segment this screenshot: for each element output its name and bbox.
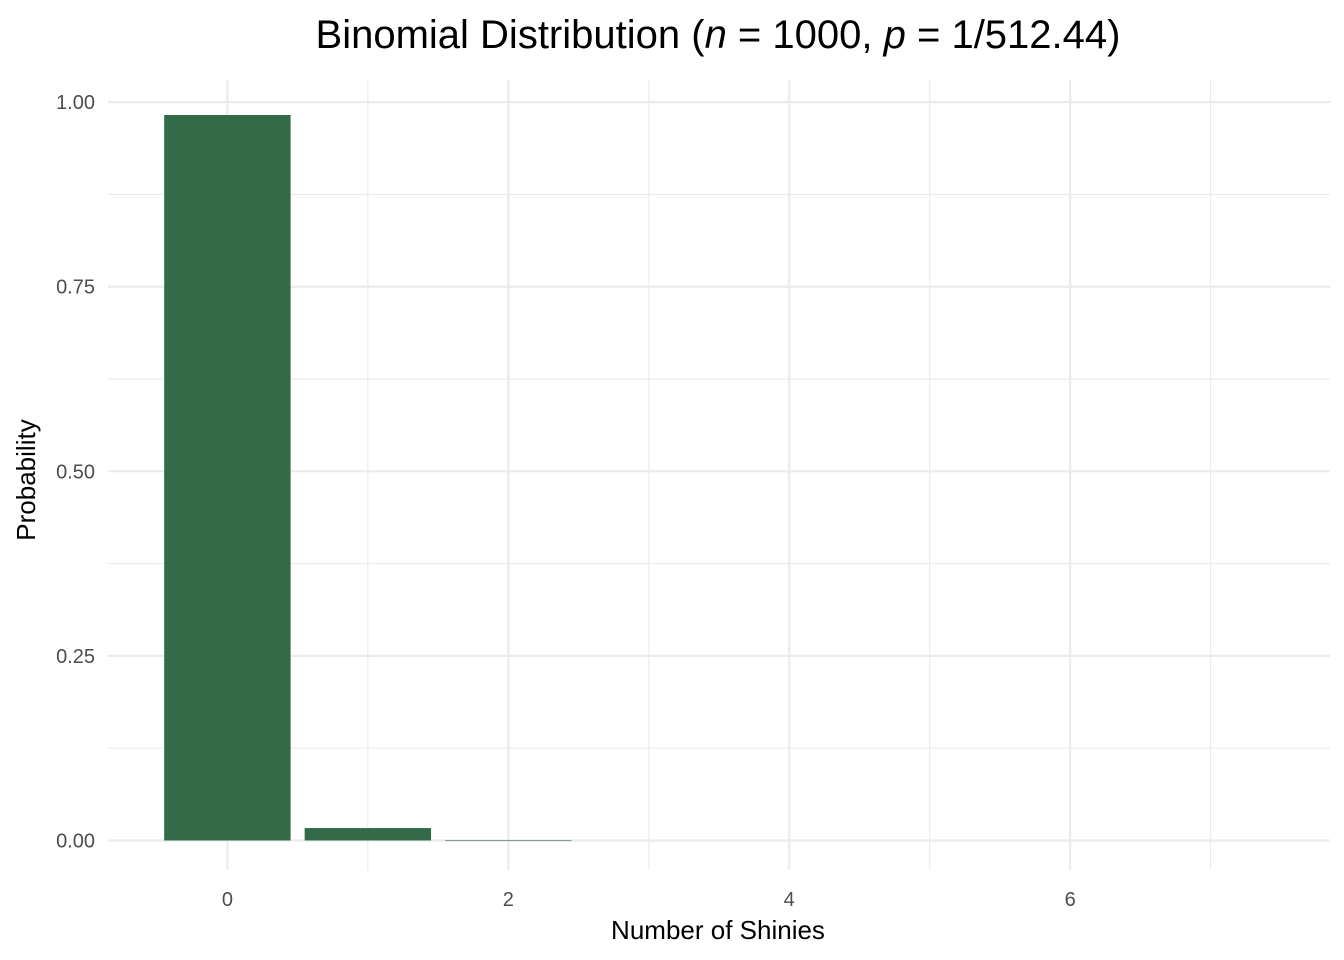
x-tick-label: 2 <box>503 889 514 911</box>
bar-2 <box>445 840 572 841</box>
bars <box>164 114 572 841</box>
x-tick-label: 0 <box>222 889 233 911</box>
bar-0 <box>164 114 291 841</box>
y-tick-label: 0.00 <box>56 830 95 852</box>
y-tick-label: 0.50 <box>56 461 95 483</box>
x-tick-label: 4 <box>784 889 795 911</box>
chart-title: Binomial Distribution (n = 1000, p = 1/5… <box>316 13 1121 57</box>
grid-lines <box>108 80 1330 870</box>
y-tick-label: 0.25 <box>56 646 95 668</box>
x-axis-tick-labels: 0 2 4 6 <box>222 889 1076 911</box>
y-tick-label: 1.00 <box>56 92 95 114</box>
x-tick-label: 6 <box>1065 889 1076 911</box>
y-axis-tick-labels: 0.00 0.25 0.50 0.75 1.00 <box>56 92 95 852</box>
bar-1 <box>304 828 432 841</box>
x-axis-title: Number of Shinies <box>611 915 825 945</box>
y-tick-label: 0.75 <box>56 277 95 299</box>
y-axis-title: Probability <box>11 419 41 540</box>
